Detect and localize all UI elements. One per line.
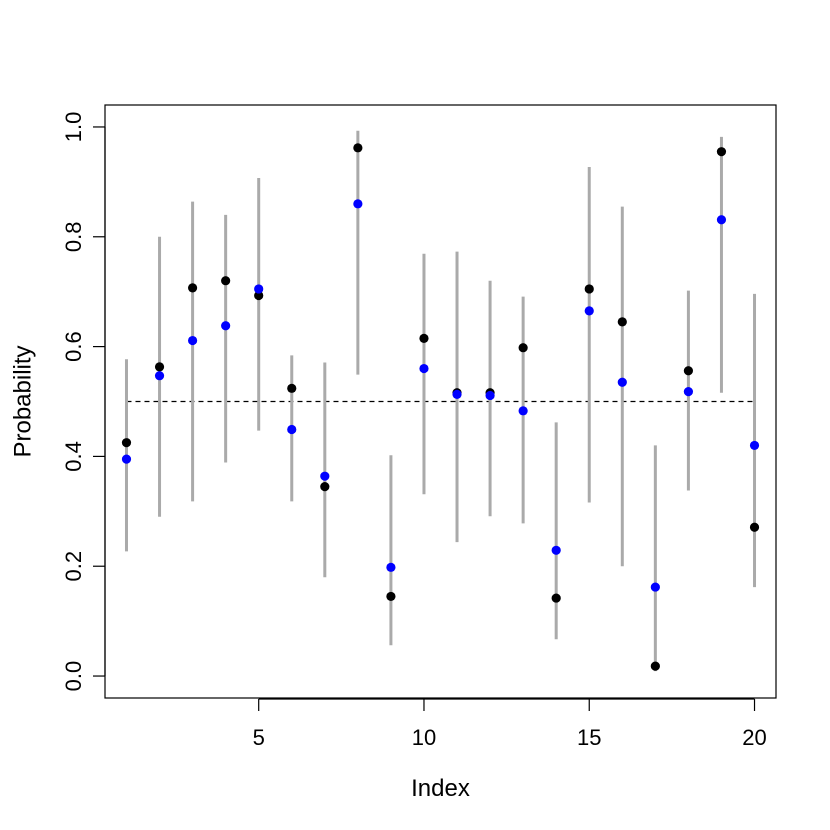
blue-point <box>320 471 330 481</box>
x-tick-label: 15 <box>577 725 601 750</box>
black-point <box>584 284 594 294</box>
black-point <box>617 317 627 327</box>
y-tick-label: 1.0 <box>61 112 86 143</box>
blue-point <box>419 363 429 374</box>
x-tick-label: 5 <box>253 725 265 750</box>
blue-point <box>551 545 561 555</box>
y-tick-label: 0.8 <box>61 221 86 252</box>
black-point <box>187 283 198 293</box>
black-point <box>650 661 660 671</box>
blue-point <box>254 284 264 294</box>
blue-point <box>584 306 594 316</box>
black-point <box>551 593 561 603</box>
plot-area-frame <box>104 104 777 699</box>
blue-point <box>716 215 727 225</box>
black-point <box>749 522 760 532</box>
y-tick-label: 0.0 <box>61 661 86 692</box>
y-tick-label: 0.4 <box>61 441 86 472</box>
blue-point <box>518 406 528 416</box>
blue-point <box>154 371 165 381</box>
blue-point <box>617 377 627 387</box>
blue-point <box>121 454 132 464</box>
black-point <box>254 290 264 301</box>
y-tick-label: 0.2 <box>61 551 86 582</box>
blue-point <box>386 562 396 572</box>
blue-point <box>353 199 363 209</box>
blue-point <box>452 389 462 399</box>
blue-point <box>287 424 297 435</box>
x-axis: 5 10 15 20 <box>253 698 767 750</box>
x-tick-label: 20 <box>742 725 766 750</box>
blue-point <box>650 582 660 592</box>
y-axis-label: Probability <box>9 345 36 457</box>
black-point <box>716 147 727 157</box>
data-points <box>121 143 760 671</box>
blue-point <box>221 321 231 331</box>
black-point <box>154 362 165 372</box>
blue-point <box>683 387 694 397</box>
black-point <box>221 276 231 286</box>
y-axis: 0.0 0.2 0.4 0.6 0.8 1.0 <box>61 112 106 692</box>
black-point <box>683 366 694 376</box>
blue-point <box>749 440 760 451</box>
black-point <box>353 143 363 153</box>
black-point <box>518 343 528 353</box>
blue-point <box>485 390 495 401</box>
blue-point <box>187 335 198 346</box>
black-point <box>121 438 132 448</box>
black-point <box>320 482 330 492</box>
black-point <box>419 333 429 343</box>
x-tick-label: 10 <box>412 725 436 750</box>
y-tick-label: 0.6 <box>61 331 86 362</box>
x-axis-label: Index <box>411 775 470 802</box>
black-point <box>386 591 396 602</box>
black-point <box>287 383 297 393</box>
